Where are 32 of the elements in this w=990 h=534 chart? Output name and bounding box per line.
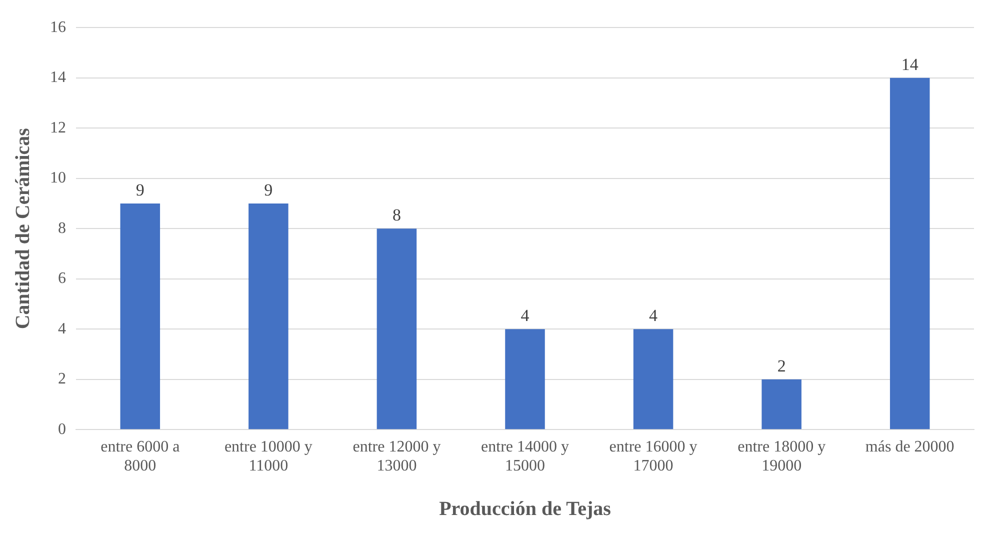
data-label: 9 bbox=[136, 180, 144, 200]
x-tick-label: más de 20000 bbox=[865, 438, 954, 456]
bar bbox=[762, 379, 802, 430]
bar bbox=[505, 329, 545, 430]
data-label: 8 bbox=[392, 206, 401, 225]
y-tick-label: 2 bbox=[58, 370, 66, 388]
y-tick-label: 4 bbox=[58, 320, 66, 338]
y-tick-label: 6 bbox=[58, 270, 66, 288]
data-label: 14 bbox=[901, 54, 919, 74]
y-tick-label: 0 bbox=[58, 420, 66, 438]
data-label: 4 bbox=[520, 306, 530, 326]
y-tick-label: 12 bbox=[50, 119, 66, 136]
y-tick-label: 8 bbox=[58, 220, 66, 237]
y-axis-title: Cantidad de Cerámicas bbox=[12, 128, 34, 330]
x-tick-label: entre 18000 y 19000 bbox=[738, 438, 826, 475]
x-axis-title: Producción de Tejas bbox=[439, 498, 612, 520]
bar bbox=[120, 203, 160, 430]
bar bbox=[633, 329, 674, 430]
x-tick-label: entre 6000 a 8000 bbox=[100, 438, 180, 475]
y-tick-label: 16 bbox=[50, 18, 66, 36]
data-label: 9 bbox=[264, 180, 273, 200]
data-label: 4 bbox=[649, 306, 658, 326]
bar bbox=[376, 228, 417, 430]
x-tick-label: entre 10000 y 11000 bbox=[224, 438, 312, 475]
bar bbox=[890, 78, 930, 430]
x-tick-label: entre 12000 y 13000 bbox=[352, 438, 441, 475]
data-label: 2 bbox=[777, 356, 786, 376]
y-tick-label: 10 bbox=[50, 170, 66, 187]
x-tick-label: entre 16000 y 17000 bbox=[609, 438, 698, 475]
y-tick-label: 14 bbox=[50, 69, 66, 86]
x-tick-label: entre 14000 y 15000 bbox=[481, 438, 569, 475]
bar bbox=[248, 203, 288, 430]
